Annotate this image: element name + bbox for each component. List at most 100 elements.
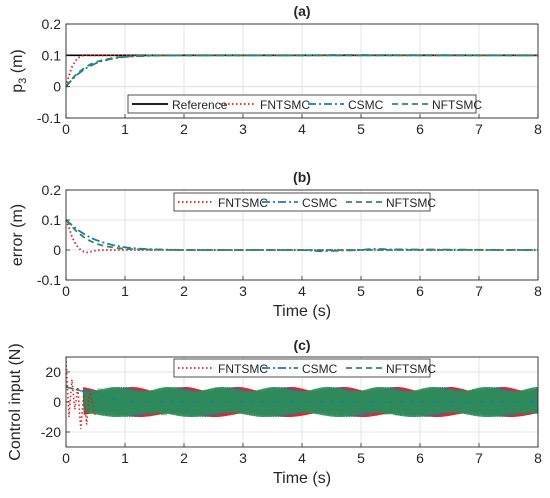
series-mark-nftsmc xyxy=(330,388,337,404)
series-mark-nftsmc xyxy=(214,388,221,404)
legend-label-nftsmc: NFTSMC xyxy=(432,98,482,112)
legend-box xyxy=(173,192,431,212)
series-mark-nftsmc xyxy=(299,396,306,412)
series-mark-nftsmc xyxy=(107,389,114,405)
y-tick-label: 0 xyxy=(53,394,61,410)
series-mark-nftsmc xyxy=(352,390,359,406)
series-mark-nftsmc xyxy=(203,389,210,405)
x-tick-label: 5 xyxy=(357,283,365,299)
series-mark-nftsmc xyxy=(320,390,327,406)
y-tick-label: 0.1 xyxy=(42,212,62,228)
series-mark-nftsmc xyxy=(235,391,242,407)
series-mark-nftsmc xyxy=(415,397,422,413)
series-mark-nftsmc xyxy=(224,389,231,405)
series-mark-nftsmc xyxy=(139,398,146,414)
series-mark-nftsmc xyxy=(522,400,529,416)
y-axis-label: Control input (N) xyxy=(7,343,24,460)
legend-label-nftsmc: NFTSMC xyxy=(386,362,436,376)
series-line-nftsmc xyxy=(66,386,538,403)
x-tick-label: 7 xyxy=(475,121,483,137)
series-mark-nftsmc xyxy=(394,400,401,416)
x-tick-label: 4 xyxy=(298,121,306,137)
series-mark-nftsmc xyxy=(500,399,507,415)
series-line-csmc xyxy=(66,219,538,253)
series-mark-nftsmc xyxy=(479,392,486,408)
series-mark-nftsmc xyxy=(309,393,316,409)
x-tick-label: 8 xyxy=(534,450,542,466)
series-line-fntsmc xyxy=(66,54,538,87)
series-group xyxy=(66,54,538,88)
series-mark-nftsmc xyxy=(373,397,380,413)
y-tick-label: -20 xyxy=(41,424,61,440)
series-group xyxy=(66,357,538,430)
y-tick-label: 0 xyxy=(53,79,61,95)
legend-label-nftsmc: NFTSMC xyxy=(386,196,436,210)
series-mark-nftsmc xyxy=(288,399,295,415)
legend: Reference FNTSMC CSMC NFTSMC xyxy=(127,94,482,114)
series-mark-nftsmc xyxy=(192,392,199,408)
x-tick-label: 3 xyxy=(239,121,247,137)
series-mark-nftsmc xyxy=(171,398,178,414)
x-tick-label: 5 xyxy=(357,121,365,137)
x-tick-label: 8 xyxy=(534,283,542,299)
x-tick-label: 6 xyxy=(416,450,424,466)
panel-a: 0 1 2 3 4 5 6 7 8-0.100.10.2(a)p3 (m)Reference FN… xyxy=(9,3,542,137)
series-mark-nftsmc xyxy=(150,400,157,416)
y-tick-label: 20 xyxy=(45,364,61,380)
series-mark-nftsmc xyxy=(458,388,465,404)
x-tick-label: 2 xyxy=(180,121,188,137)
panel-title: (b) xyxy=(293,169,311,185)
y-tick-label: -0.1 xyxy=(37,110,61,126)
legend-label-fntsmc: FNTSMC xyxy=(218,196,268,210)
panel-title: (a) xyxy=(293,3,310,19)
legend-label-csmc: CSMC xyxy=(348,98,384,112)
y-tick-label: 0.1 xyxy=(42,47,62,63)
x-tick-label: 3 xyxy=(239,450,247,466)
legend-label-fntsmc: FNTSMC xyxy=(218,362,268,376)
x-tick-label: 0 xyxy=(62,450,70,466)
panel-title: (c) xyxy=(293,337,310,353)
x-tick-label: 2 xyxy=(180,450,188,466)
x-tick-label: 0 xyxy=(62,283,70,299)
x-tick-label: 3 xyxy=(239,283,247,299)
x-tick-label: 1 xyxy=(121,121,129,137)
series-mark-nftsmc xyxy=(341,388,348,404)
y-tick-label: 0 xyxy=(53,242,61,258)
x-tick-label: 2 xyxy=(180,283,188,299)
legend-label-csmc: CSMC xyxy=(302,196,338,210)
y-tick-label: 0.2 xyxy=(42,182,62,198)
x-tick-label: 6 xyxy=(416,121,424,137)
y-tick-label: 0.2 xyxy=(42,16,62,32)
x-tick-label: 5 xyxy=(357,450,365,466)
legend: FNTSMC CSMC NFTSMC xyxy=(173,358,436,378)
series-mark-nftsmc xyxy=(468,390,475,406)
series-mark-nftsmc xyxy=(511,400,518,416)
x-tick-label: 7 xyxy=(475,450,483,466)
panel-b: 0 1 2 3 4 5 6 7 8-0.100.10.2(b)Time (s)error (m)… xyxy=(9,169,542,320)
legend-label-fntsmc: FNTSMC xyxy=(260,98,310,112)
x-tick-label: 1 xyxy=(121,450,129,466)
y-tick-label: -0.1 xyxy=(37,272,61,288)
x-tick-label: 7 xyxy=(475,283,483,299)
series-mark-nftsmc xyxy=(277,400,284,416)
series-mark-nftsmc xyxy=(490,396,497,412)
series-mark-nftsmc xyxy=(384,399,391,415)
series-line-nftsmc xyxy=(66,219,538,251)
series-mark-nftsmc xyxy=(118,392,125,408)
series-mark-nftsmc xyxy=(447,388,454,404)
series-mark-nftsmc xyxy=(182,395,189,411)
x-tick-label: 8 xyxy=(534,121,542,137)
series-mark-nftsmc xyxy=(267,399,274,415)
series-mark-nftsmc xyxy=(160,400,167,416)
series-group xyxy=(66,219,538,254)
series-mark-nftsmc xyxy=(129,395,136,411)
legend-label-reference: Reference xyxy=(172,98,228,112)
x-tick-label: 6 xyxy=(416,283,424,299)
x-tick-label: 4 xyxy=(298,450,306,466)
y-axis-label: p3 (m) xyxy=(9,49,29,92)
series-mark-nftsmc xyxy=(256,397,263,413)
x-axis-label: Time (s) xyxy=(273,470,331,487)
series-line-nftsmc xyxy=(66,54,538,88)
